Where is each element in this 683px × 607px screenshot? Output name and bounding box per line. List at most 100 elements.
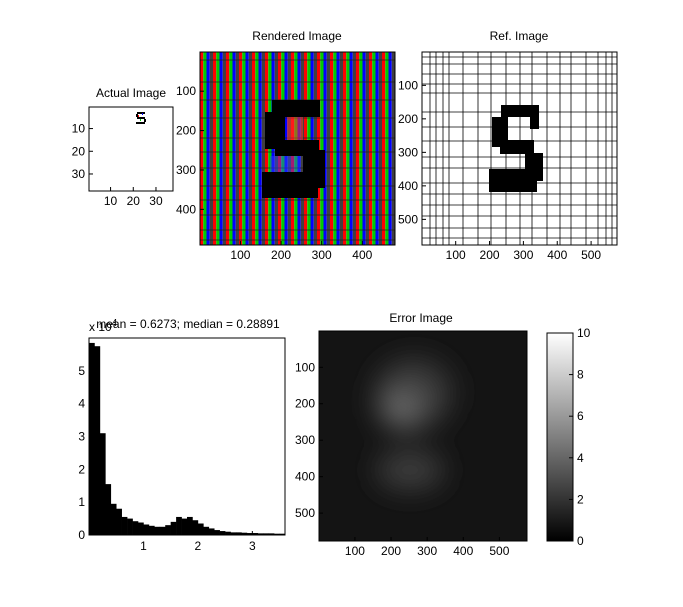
rendered-stripe (203, 52, 207, 245)
histogram-bar (279, 533, 286, 535)
ref-image-ticks: 100 200 300 400 500 100 200 300 400 500 (398, 78, 601, 262)
histogram-bar (197, 523, 204, 535)
error-image-title: Error Image (389, 311, 453, 325)
y-tick-label: 300 (295, 433, 315, 447)
y-tick-label: 10 (72, 122, 86, 136)
actual-glyph-left (136, 114, 138, 117)
error-image-ticks: 100 200 300 400 500 100 200 300 400 500 (295, 360, 510, 558)
rendered-stripe (343, 52, 347, 245)
rendered-stripe (242, 52, 246, 245)
rendered-stripe (388, 52, 392, 245)
rendered-image-panel: Rendered Image 100 200 300 400 100 200 300 400 (176, 29, 396, 262)
rendered-glyph-bottom (262, 172, 318, 198)
ref-image-glyph (489, 105, 543, 192)
ref-glyph-top (501, 105, 539, 117)
rendered-stripe (216, 52, 220, 245)
ref-image-title: Ref. Image (490, 29, 549, 43)
y-tick-label: 400 (295, 470, 315, 484)
rendered-stripe (378, 52, 382, 245)
histogram-bar (219, 531, 226, 535)
y-tick-label: 30 (72, 167, 86, 181)
x-tick-label: 20 (127, 194, 141, 208)
rendered-stripe (232, 52, 236, 245)
colorbar-tick-label: 6 (577, 409, 584, 423)
rendered-stripe (333, 52, 337, 245)
ref-glyph-bottom (489, 169, 537, 192)
histogram-bar (263, 533, 269, 535)
error-blob-center (384, 396, 416, 424)
y-tick-label: 400 (176, 202, 196, 216)
x-tick-label: 300 (312, 248, 332, 262)
rendered-stripe (248, 52, 252, 245)
actual-image-title: Actual Image (96, 86, 166, 100)
actual-image-glyph (136, 112, 146, 124)
rendered-stripe (255, 52, 259, 245)
rendered-stripe (375, 52, 379, 245)
rendered-image-ticks: 100 200 300 400 100 200 300 400 (176, 84, 373, 262)
histogram-bar (214, 530, 220, 535)
rendered-stripe (382, 52, 386, 245)
y-tick-label: 20 (72, 144, 86, 158)
x-tick-label: 400 (352, 248, 372, 262)
rendered-image-plot-area (199, 51, 396, 246)
rendered-stripe (369, 52, 373, 245)
colorbar-ticks: 0 2 4 6 8 10 (569, 326, 591, 548)
ref-glyph-top-right (530, 105, 539, 129)
rendered-stripe (365, 52, 369, 245)
rendered-stripe (339, 52, 343, 245)
x-tick-label: 100 (230, 248, 250, 262)
actual-glyph-mid (137, 117, 145, 119)
actual-glyph-bottom (136, 122, 145, 124)
histogram-bar (181, 518, 188, 535)
y-tick-label: 200 (398, 112, 418, 126)
colorbar-tick-label: 2 (577, 492, 584, 506)
x-tick-label: 10 (104, 194, 118, 208)
y-tick-label: 2 (78, 462, 85, 476)
histogram-bar (252, 533, 259, 535)
y-tick-label: 500 (295, 506, 315, 520)
histogram-exponent-power: 4 (112, 318, 118, 329)
histogram-bar (203, 526, 210, 535)
rendered-stripe (200, 52, 204, 245)
rendered-image-glyph (262, 100, 325, 198)
x-tick-label: 200 (271, 248, 291, 262)
x-tick-label: 3 (249, 539, 256, 553)
histogram-bar (127, 518, 133, 535)
y-tick-label: 5 (78, 364, 85, 378)
error-image-panel: Error Image 100 200 300 400 5001002003004005… (295, 311, 591, 558)
x-tick-label: 400 (453, 544, 473, 558)
y-tick-label: 200 (176, 124, 196, 138)
ref-glyph-left (492, 117, 508, 147)
x-tick-label: 30 (149, 194, 163, 208)
rendered-stripe (320, 52, 324, 245)
histogram-bar (236, 532, 242, 535)
rendered-stripe (326, 52, 330, 245)
y-tick-label: 0 (78, 528, 85, 542)
error-blob-lower (376, 450, 444, 490)
histogram-bar (246, 533, 253, 535)
y-tick-label: 200 (295, 397, 315, 411)
histogram-bar (225, 531, 231, 535)
rendered-stripe (258, 52, 262, 245)
histogram-bar (121, 516, 128, 535)
rendered-stripe (372, 52, 376, 245)
histogram-bar (241, 532, 248, 535)
x-tick-label: 300 (417, 544, 437, 558)
rendered-stripe (391, 52, 395, 245)
rendered-stripe (213, 52, 217, 245)
x-tick-label: 2 (195, 539, 202, 553)
x-tick-label: 200 (381, 544, 401, 558)
histogram-exponent-label: x 104 (89, 318, 118, 334)
y-tick-label: 300 (398, 145, 418, 159)
x-tick-label: 100 (345, 544, 365, 558)
rendered-stripe (385, 52, 389, 245)
ref-image-panel: Ref. Image 100 200 300 400 500 100 200 300 400 50… (398, 29, 618, 262)
y-tick-label: 100 (176, 84, 196, 98)
histogram-bar (230, 532, 237, 535)
rendered-stripe (226, 52, 230, 245)
rendered-stripe (209, 52, 213, 245)
histogram-bar (143, 524, 150, 535)
x-tick-label: 200 (480, 248, 500, 262)
